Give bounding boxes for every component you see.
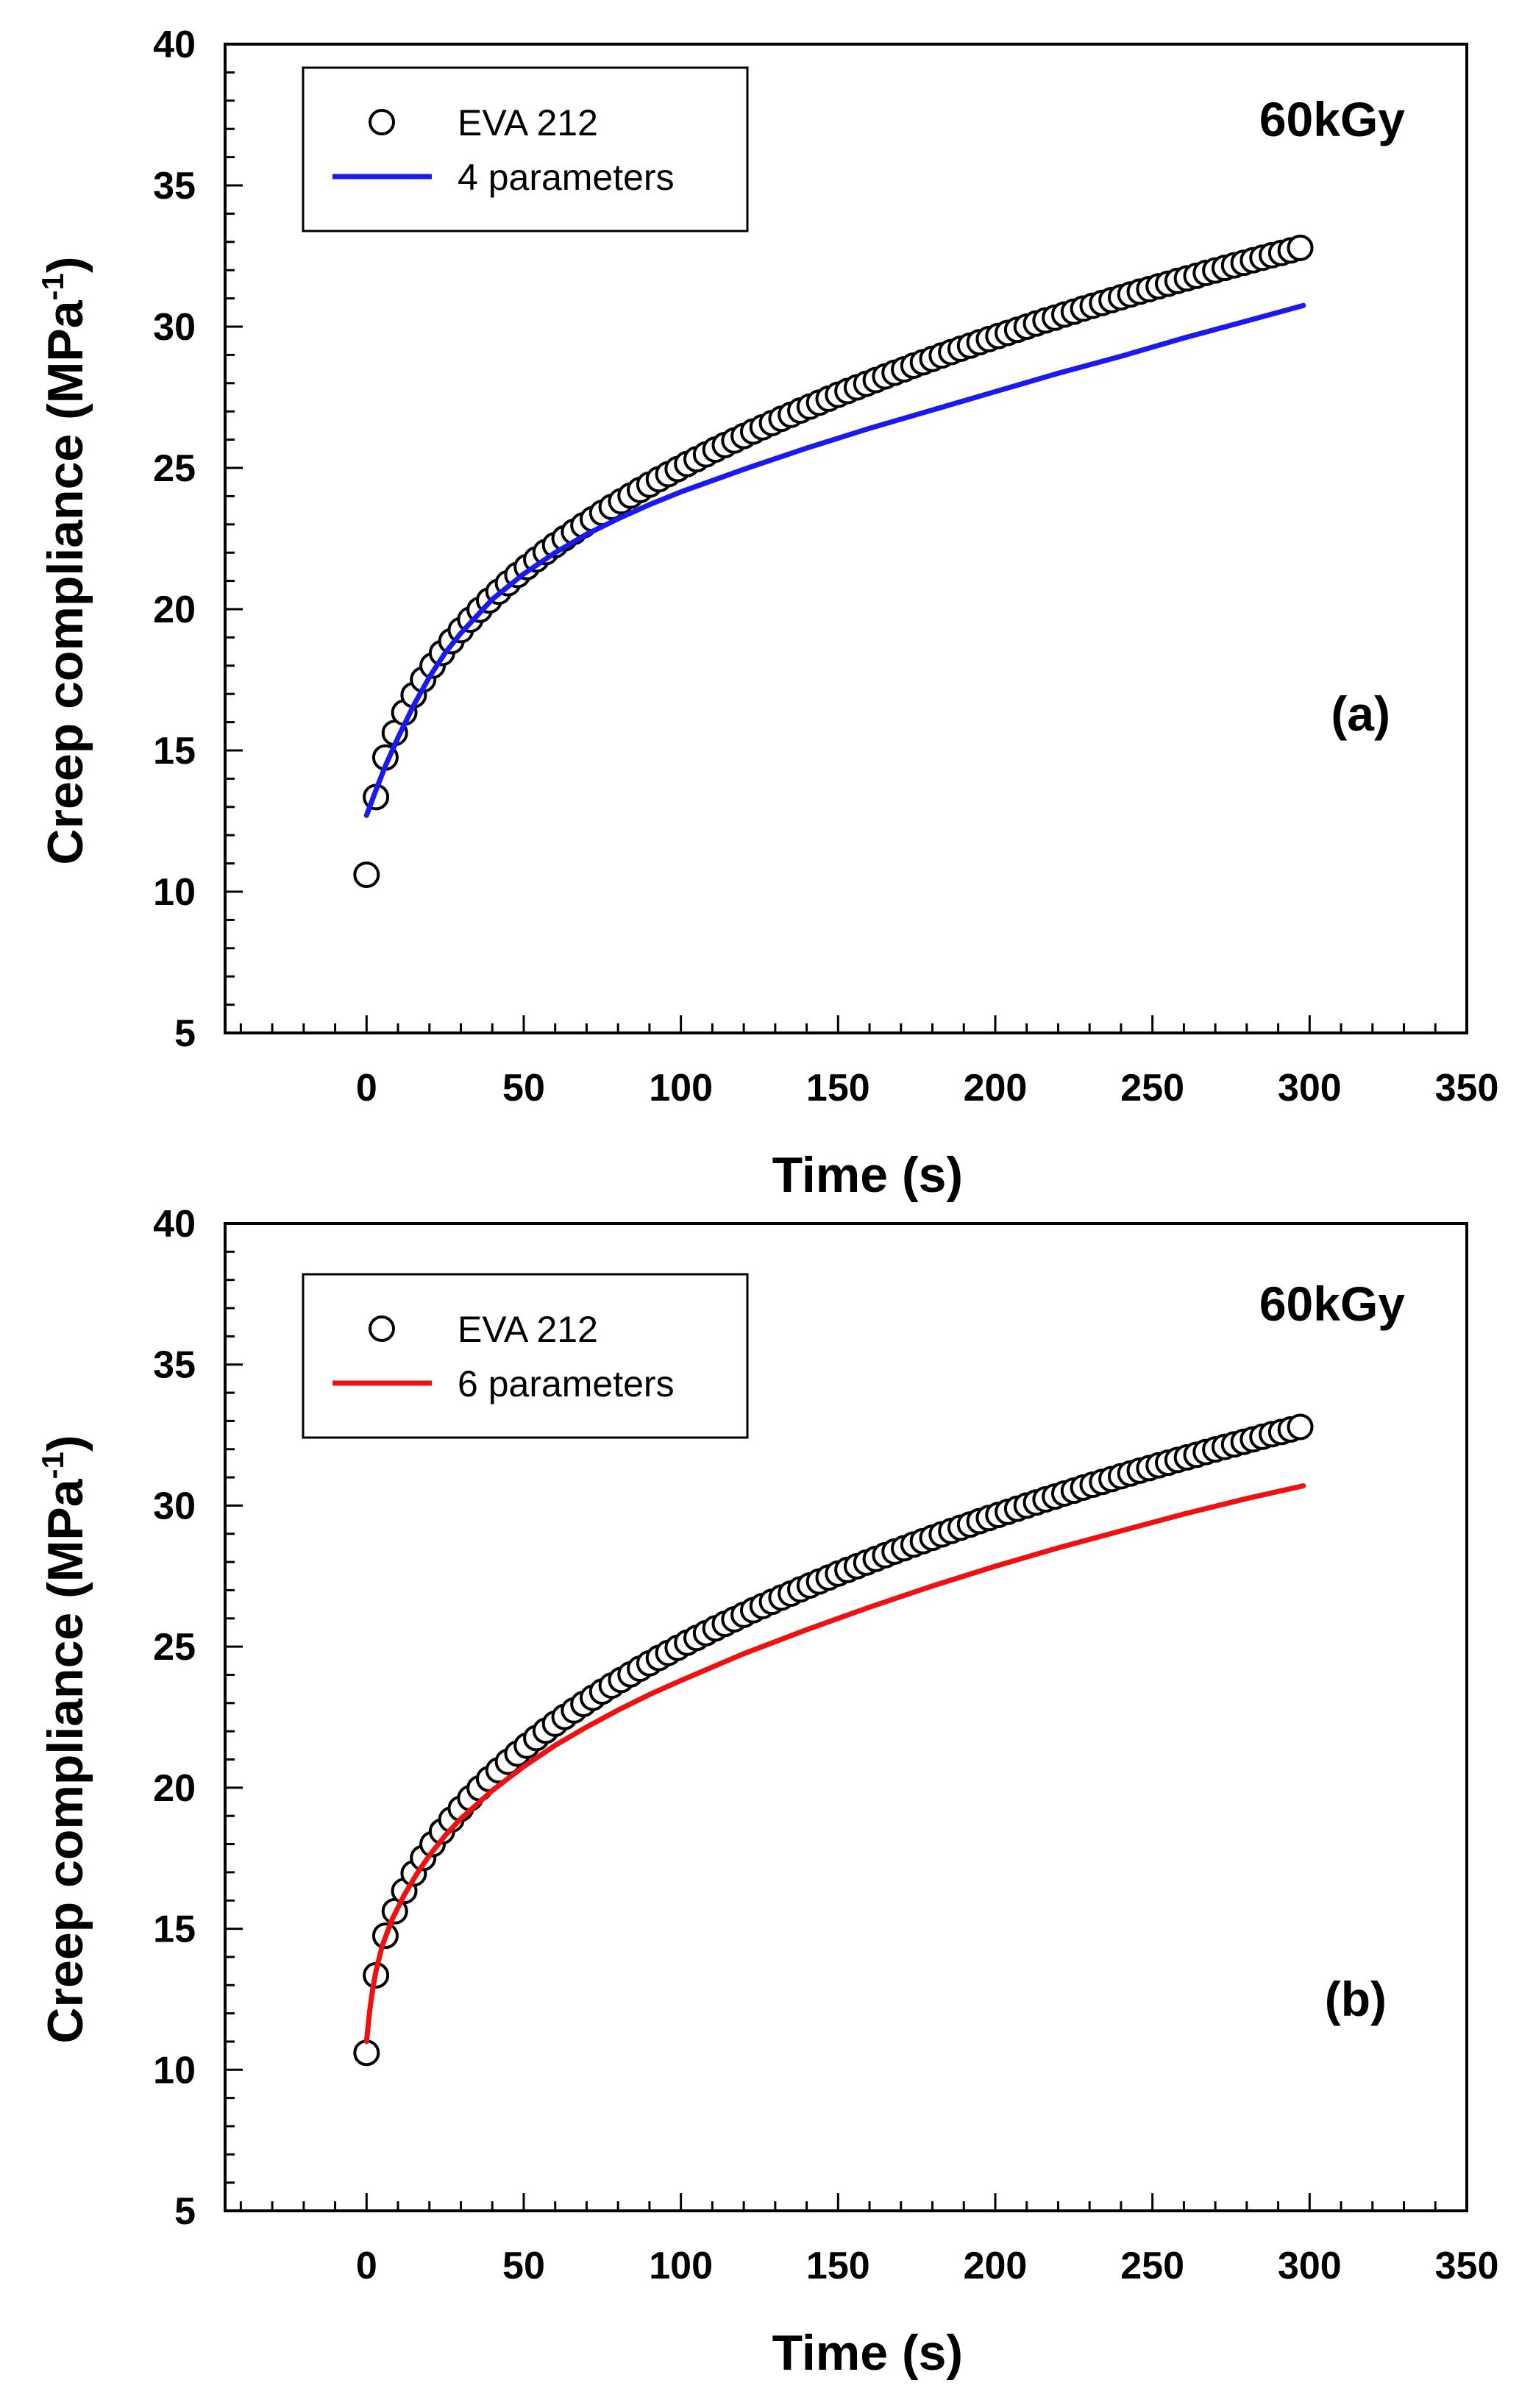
legend-entry-fit: 4 parameters [458, 157, 675, 198]
y-tick-label: 40 [153, 24, 196, 66]
legend-entry-data: EVA 212 [458, 1309, 598, 1350]
x-tick-label: 50 [502, 1067, 545, 1109]
y-tick-label: 20 [153, 589, 196, 631]
y-tick-label: 40 [153, 1203, 196, 1246]
legend-marker-icon [369, 109, 395, 135]
y-tick-label: 35 [153, 1344, 196, 1387]
panel-label: (b) [1325, 1972, 1387, 2026]
legend-entry-data: EVA 212 [458, 102, 598, 143]
y-tick-label: 10 [153, 2049, 196, 2092]
x-tick-label: 250 [1120, 1067, 1184, 1109]
x-axis-label: Time (s) [772, 2325, 963, 2381]
legend-entry-fit: 6 parameters [458, 1363, 675, 1404]
fit-line [363, 302, 1306, 818]
x-axis-label: Time (s) [772, 1147, 963, 1203]
dose-annotation: 60kGy [1259, 92, 1405, 146]
chart-panel-a: 0 50 100 150 200 250 300 350 5 10 15 20 25 30 35 40 Time… [35, 24, 1498, 1203]
x-tick-label: 200 [964, 2245, 1028, 2287]
data-point [353, 2039, 380, 2067]
data-point [353, 861, 380, 888]
data-point [1287, 234, 1314, 261]
x-tick-label: 0 [356, 2245, 377, 2287]
y-tick-label: 35 [153, 165, 196, 207]
y-tick-label: 20 [153, 1767, 196, 1810]
chart-panel-b: 0 50 100 150 200 250 300 350 5 10 15 20 25 30 35 40 Time… [35, 1203, 1498, 2381]
x-tick-label: 100 [649, 2245, 713, 2287]
data-series-group [353, 1413, 1314, 2067]
x-tick-label: 0 [356, 1067, 377, 1109]
x-tick-label: 350 [1435, 1067, 1499, 1109]
y-tick-label: 30 [153, 306, 196, 349]
plot-frame [224, 43, 1468, 1034]
legend-box [302, 66, 749, 232]
legend-marker-icon [369, 1315, 395, 1342]
y-tick-label: 30 [153, 1485, 196, 1527]
plot-frame [224, 1222, 1468, 2212]
panel-label: (a) [1331, 686, 1390, 741]
x-tick-label: 100 [649, 1067, 713, 1109]
data-series-group [353, 234, 1314, 888]
x-tick-label: 300 [1278, 2245, 1342, 2287]
x-tick-label: 250 [1120, 2245, 1184, 2287]
y-axis-label: Creep compliance (MPa-1) [35, 256, 93, 864]
dose-annotation: 60kGy [1259, 1276, 1405, 1331]
legend-box [302, 1273, 749, 1439]
y-axis-label: Creep compliance (MPa-1) [35, 1435, 93, 2043]
y-tick-label: 15 [153, 1908, 196, 1951]
x-tick-label: 50 [502, 2245, 545, 2287]
x-tick-label: 300 [1278, 1067, 1342, 1109]
x-tick-label: 200 [964, 1067, 1028, 1109]
x-tick-label: 150 [806, 1067, 870, 1109]
y-tick-label: 10 [153, 871, 196, 914]
fit-line [363, 1483, 1306, 2045]
y-tick-label: 15 [153, 730, 196, 773]
y-tick-label: 25 [153, 1626, 196, 1669]
y-tick-label: 5 [174, 1012, 196, 1055]
x-tick-label: 150 [806, 2245, 870, 2287]
y-tick-label: 25 [153, 447, 196, 490]
x-tick-label: 350 [1435, 2245, 1499, 2287]
data-point [1287, 1413, 1314, 1441]
y-tick-label: 5 [174, 2190, 196, 2233]
